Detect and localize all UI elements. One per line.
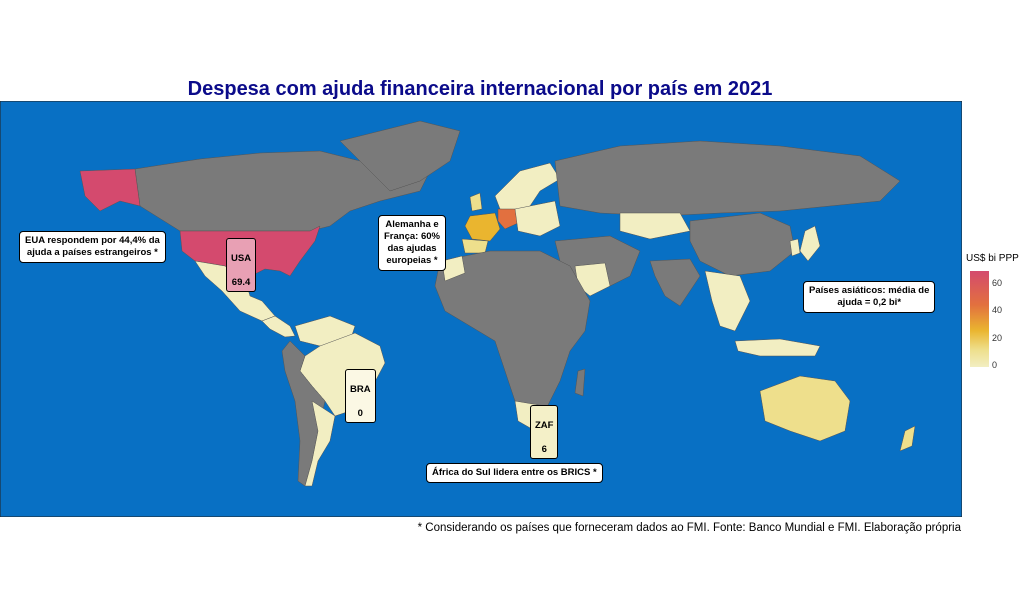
zaf-code: ZAF — [535, 420, 554, 431]
country-indonesia — [734, 338, 821, 357]
country-russia — [554, 140, 901, 217]
country-central-america — [261, 315, 296, 338]
country-argentina — [304, 400, 336, 487]
country-germany — [497, 208, 519, 230]
country-southeast-asia — [704, 270, 751, 332]
annotation-usa: EUA respondem por 44,4% da ajuda a paíse… — [19, 231, 166, 263]
country-uk — [469, 192, 483, 212]
country-greenland — [339, 120, 461, 192]
usa-code: USA — [231, 253, 252, 264]
country-china — [689, 212, 796, 277]
zaf-value: 6 — [541, 444, 547, 455]
country-korea — [789, 238, 801, 257]
annotation-europe: Alemanha e França: 60% das ajudas europe… — [378, 215, 446, 271]
country-europe-east — [514, 200, 561, 237]
caption-source: * Considerando os países que forneceram … — [417, 522, 961, 534]
country-india — [649, 258, 701, 307]
legend-tick: 0 — [992, 360, 998, 370]
legend-gradient-bar — [970, 271, 989, 367]
legend-tick: 60 — [992, 278, 1003, 288]
country-new-zealand — [899, 425, 916, 452]
color-legend: US$ bi PPP 60 40 20 0 — [966, 253, 1026, 370]
country-kazakhstan — [619, 212, 691, 240]
legend-tick: 40 — [992, 305, 1003, 315]
usa-value: 69.4 — [231, 277, 251, 288]
country-morocco — [441, 255, 466, 282]
legend-tick: 20 — [992, 333, 1003, 343]
country-madagascar — [574, 368, 586, 397]
zaf-value-label: ZAF 6 — [530, 405, 559, 459]
chart-title: Despesa com ajuda financeira internacion… — [187, 78, 773, 100]
country-australia — [759, 375, 851, 442]
usa-value-label: USA 69.4 — [226, 238, 257, 292]
country-japan — [799, 225, 821, 262]
legend-title: US$ bi PPP — [966, 253, 1019, 264]
country-spain — [461, 238, 489, 254]
country-alaska — [79, 168, 141, 212]
bra-value-label: BRA 0 — [345, 369, 376, 423]
world-map — [0, 101, 962, 517]
annotation-asia: Países asiáticos: média de ajuda = 0,2 b… — [803, 281, 936, 313]
bra-value: 0 — [357, 408, 363, 419]
annotation-africa: África do Sul lidera entre os BRICS * — [426, 463, 603, 483]
bra-code: BRA — [350, 384, 371, 395]
country-france — [464, 212, 501, 242]
